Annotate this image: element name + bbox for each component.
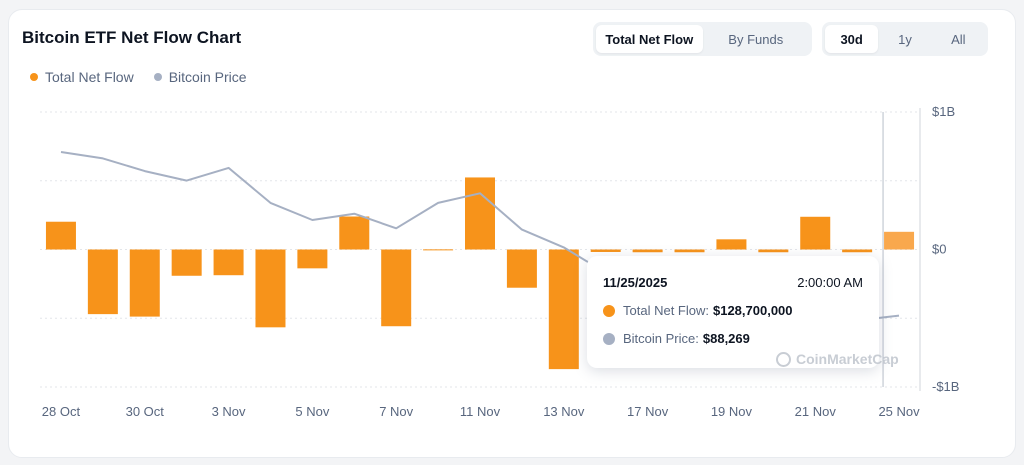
legend-dot-gray [153,73,162,81]
legend-label: Bitcoin Price [168,69,247,85]
x-tick-label: 19 Nov [711,404,753,419]
coinmarketcap-logo-icon [776,351,791,367]
flow-bar [423,249,454,251]
flow-bar [381,249,412,327]
x-tick-label: 30 Oct [126,404,165,419]
tooltip-header: 11/25/2025 2:00:00 AM [603,275,863,290]
flow-bar [213,249,244,276]
flow-bar [171,249,202,276]
flow-bar [716,239,747,250]
legend-label: Total Net Flow [45,69,134,85]
view-toggle: Total Net Flow By Funds [593,22,812,56]
x-tick-label: 3 Nov [212,404,246,419]
flow-bar [129,249,160,317]
x-tick-label: 11 Nov [460,404,501,419]
flow-bar [842,249,873,253]
x-tick-label: 5 Nov [295,404,329,419]
range-all[interactable]: All [951,31,966,47]
tooltip-price-label: Bitcoin Price: [623,331,699,346]
range-1y[interactable]: 1y [898,31,912,47]
flow-bar [465,177,495,250]
chart-legend: Total Net Flow Bitcoin Price [30,69,247,85]
flow-bar [506,249,537,288]
y-tick-label: -$1B [932,379,959,394]
tab-by-funds[interactable]: By Funds [728,31,784,47]
tooltip-price-value: $88,269 [702,331,750,346]
flow-bar [548,249,579,370]
flow-bar [674,249,705,253]
x-tick-label: 13 Nov [543,404,585,419]
tooltip-price-row: Bitcoin Price: $88,269 [603,331,863,346]
chart-title: Bitcoin ETF Net Flow Chart [22,28,242,47]
flow-bar [632,249,663,253]
tooltip-flow-dot [603,304,615,317]
watermark-text: CoinMarketCap [796,351,899,367]
legend-dot-orange [30,73,38,81]
flow-bar [297,249,328,269]
x-tick-label: 17 Nov [627,404,669,419]
x-tick-label: 7 Nov [379,404,413,419]
tooltip-time: 2:00:00 AM [797,275,863,290]
tooltip-date: 11/25/2025 [603,275,668,290]
flow-bar [255,249,286,328]
flow-bar [339,216,370,250]
x-tick-label: 25 Nov [878,404,920,419]
watermark: CoinMarketCap [776,351,899,367]
flow-bar [87,249,118,315]
x-tick-label: 28 Oct [42,404,81,419]
chart-tooltip: 11/25/2025 2:00:00 AM Total Net Flow: $1… [587,256,879,368]
x-tick-label: 21 Nov [795,404,837,419]
tooltip-flow-row: Total Net Flow: $128,700,000 [603,303,863,318]
range-toggle: 30d 1y All [822,22,988,56]
y-tick-label: $0 [932,242,946,257]
flow-bar [758,249,789,253]
tooltip-flow-label: Total Net Flow: [623,303,709,318]
flow-bar [590,249,621,252]
flow-bar [800,216,831,250]
y-tick-label: $1B [932,104,955,119]
range-30d[interactable]: 30d [825,25,879,53]
flow-bar [45,221,76,250]
legend-item-net-flow[interactable]: Total Net Flow [30,69,134,85]
tooltip-flow-value: $128,700,000 [712,303,793,318]
flow-bar [884,231,915,250]
legend-item-price[interactable]: Bitcoin Price [153,69,247,85]
tab-total-net-flow[interactable]: Total Net Flow [596,25,703,53]
chart-card [8,9,1016,458]
tooltip-price-dot [603,332,615,345]
